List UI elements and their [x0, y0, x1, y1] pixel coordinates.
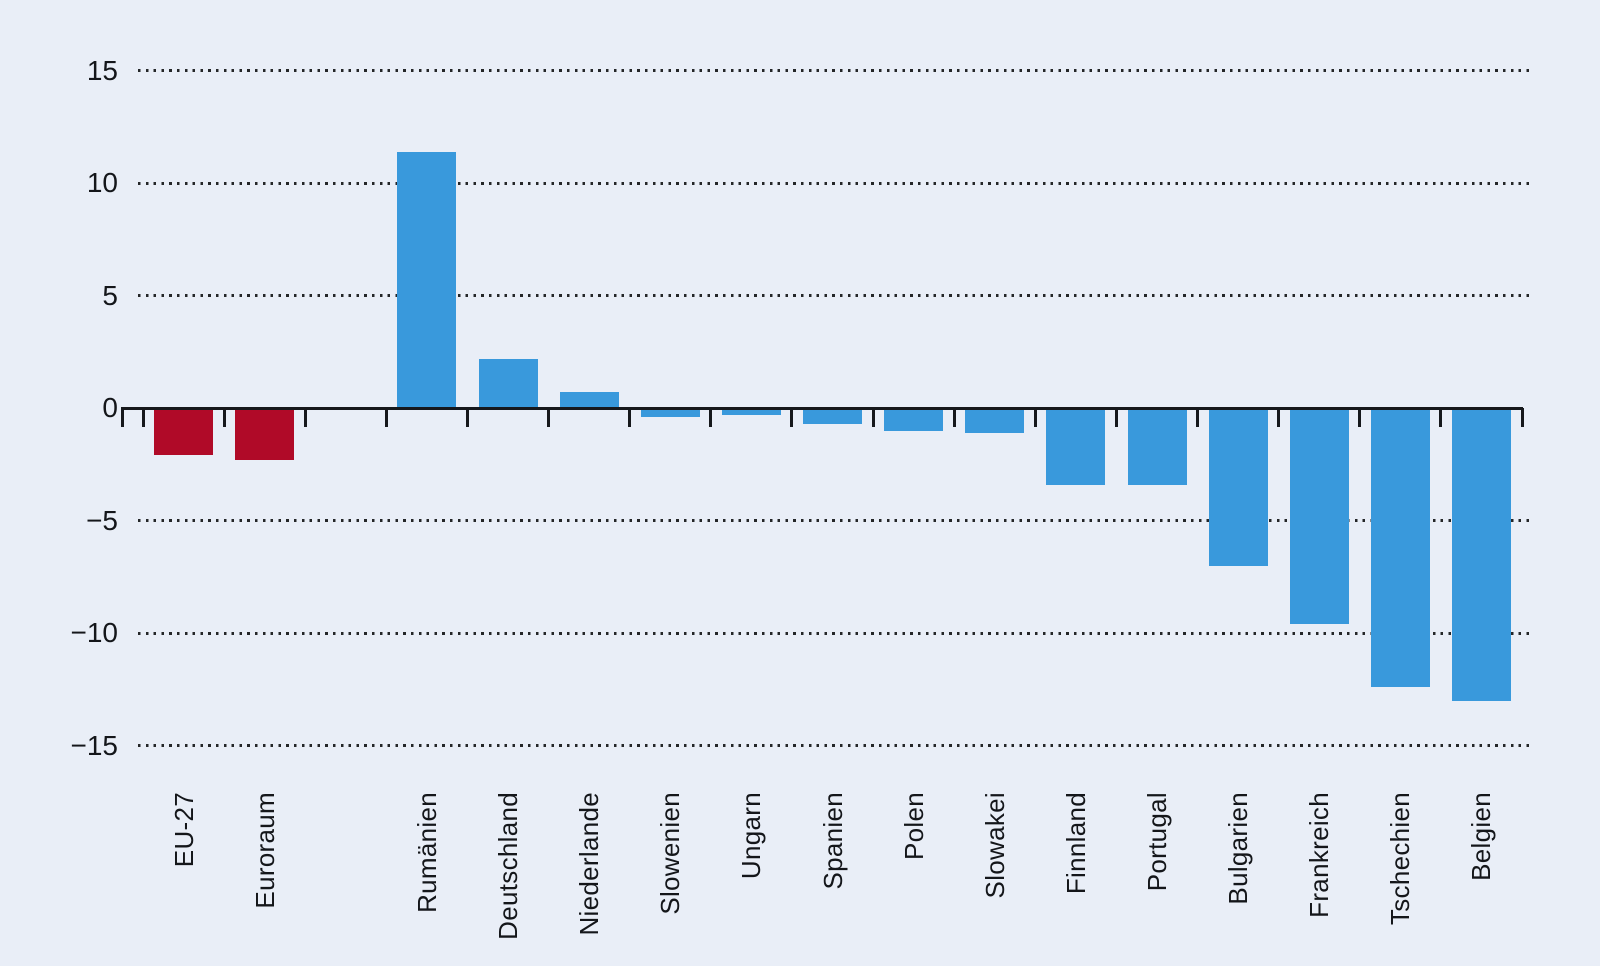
bar-rum-nien	[397, 151, 457, 408]
bar-niederlande	[559, 392, 619, 408]
gridline--15	[138, 744, 1532, 747]
bar-slowenien	[640, 408, 700, 417]
x-axis-label-bulgarien: Bulgarien	[1223, 792, 1254, 905]
y-axis-tick-label: 5	[102, 279, 118, 311]
x-axis-tick	[1277, 408, 1281, 427]
x-axis-tick	[871, 408, 875, 427]
x-axis-label-euroraum: Euroraum	[249, 792, 280, 909]
x-axis-tick	[1439, 408, 1443, 427]
x-axis-label-niederlande: Niederlande	[574, 792, 605, 936]
y-axis-tick-label: −15	[70, 729, 119, 761]
y-axis-tick-label: 15	[86, 54, 118, 86]
x-axis-tick	[141, 408, 145, 427]
x-axis-tick	[1358, 408, 1362, 427]
x-axis-label-slowakei: Slowakei	[979, 792, 1010, 899]
x-axis-tick	[628, 408, 632, 427]
y-axis-tick-label: −5	[86, 504, 118, 536]
bar-polen	[884, 408, 944, 431]
x-axis-tick	[384, 408, 388, 427]
bar-bulgarien	[1208, 408, 1268, 566]
gridline-5	[138, 294, 1532, 297]
x-axis-label-slowenien: Slowenien	[655, 792, 686, 915]
x-axis-label-frankreich: Frankreich	[1304, 792, 1335, 918]
x-axis-label-finnland: Finnland	[1060, 792, 1091, 895]
gridline--10	[138, 631, 1532, 635]
y-axis-tick-label: −10	[70, 617, 119, 648]
bar-tschechien	[1370, 408, 1430, 687]
x-axis-tick	[303, 408, 307, 427]
bar-portugal	[1127, 408, 1187, 485]
x-axis-tick	[709, 408, 713, 427]
bar-euroraum	[235, 408, 295, 460]
x-axis-tick	[547, 408, 551, 427]
x-axis-label-tschechien: Tschechien	[1385, 792, 1416, 926]
x-axis-label-portugal: Portugal	[1142, 792, 1172, 892]
y-axis-tick-label: 10	[86, 167, 118, 198]
bar-ungarn	[721, 408, 781, 415]
bar-frankreich	[1289, 408, 1349, 624]
x-axis-label-deutschland: Deutschland	[493, 792, 524, 940]
bar-finnland	[1046, 408, 1106, 485]
bar-belgien	[1451, 408, 1511, 701]
gridline-15	[138, 69, 1532, 72]
x-axis-tick	[222, 408, 226, 427]
x-axis-tick	[952, 408, 956, 427]
x-axis-label-spanien: Spanien	[817, 792, 848, 890]
x-axis-tick	[1114, 408, 1118, 427]
bar-spanien	[803, 408, 863, 424]
gridline-10	[138, 181, 1532, 185]
x-axis-label-eu-27: EU-27	[168, 792, 199, 868]
y-axis-tick-label: 0	[102, 392, 118, 423]
x-axis-tick	[1520, 408, 1524, 427]
bar-deutschland	[478, 358, 538, 408]
x-axis-label-ungarn: Ungarn	[736, 792, 767, 880]
x-axis-zero-line	[121, 406, 1523, 410]
gridline--5	[138, 519, 1532, 522]
x-axis-tick	[465, 408, 469, 427]
x-axis-label-belgien: Belgien	[1466, 792, 1497, 881]
bar-eu-27	[154, 408, 214, 456]
x-axis-tick	[1033, 408, 1037, 427]
x-axis-start-tick	[121, 408, 124, 427]
x-axis-tick	[790, 408, 794, 427]
bar-slowakei	[965, 408, 1025, 433]
x-axis-label-rum-nien: Rumänien	[411, 792, 442, 913]
x-axis-tick	[1196, 408, 1200, 427]
x-axis-label-polen: Polen	[898, 792, 929, 860]
